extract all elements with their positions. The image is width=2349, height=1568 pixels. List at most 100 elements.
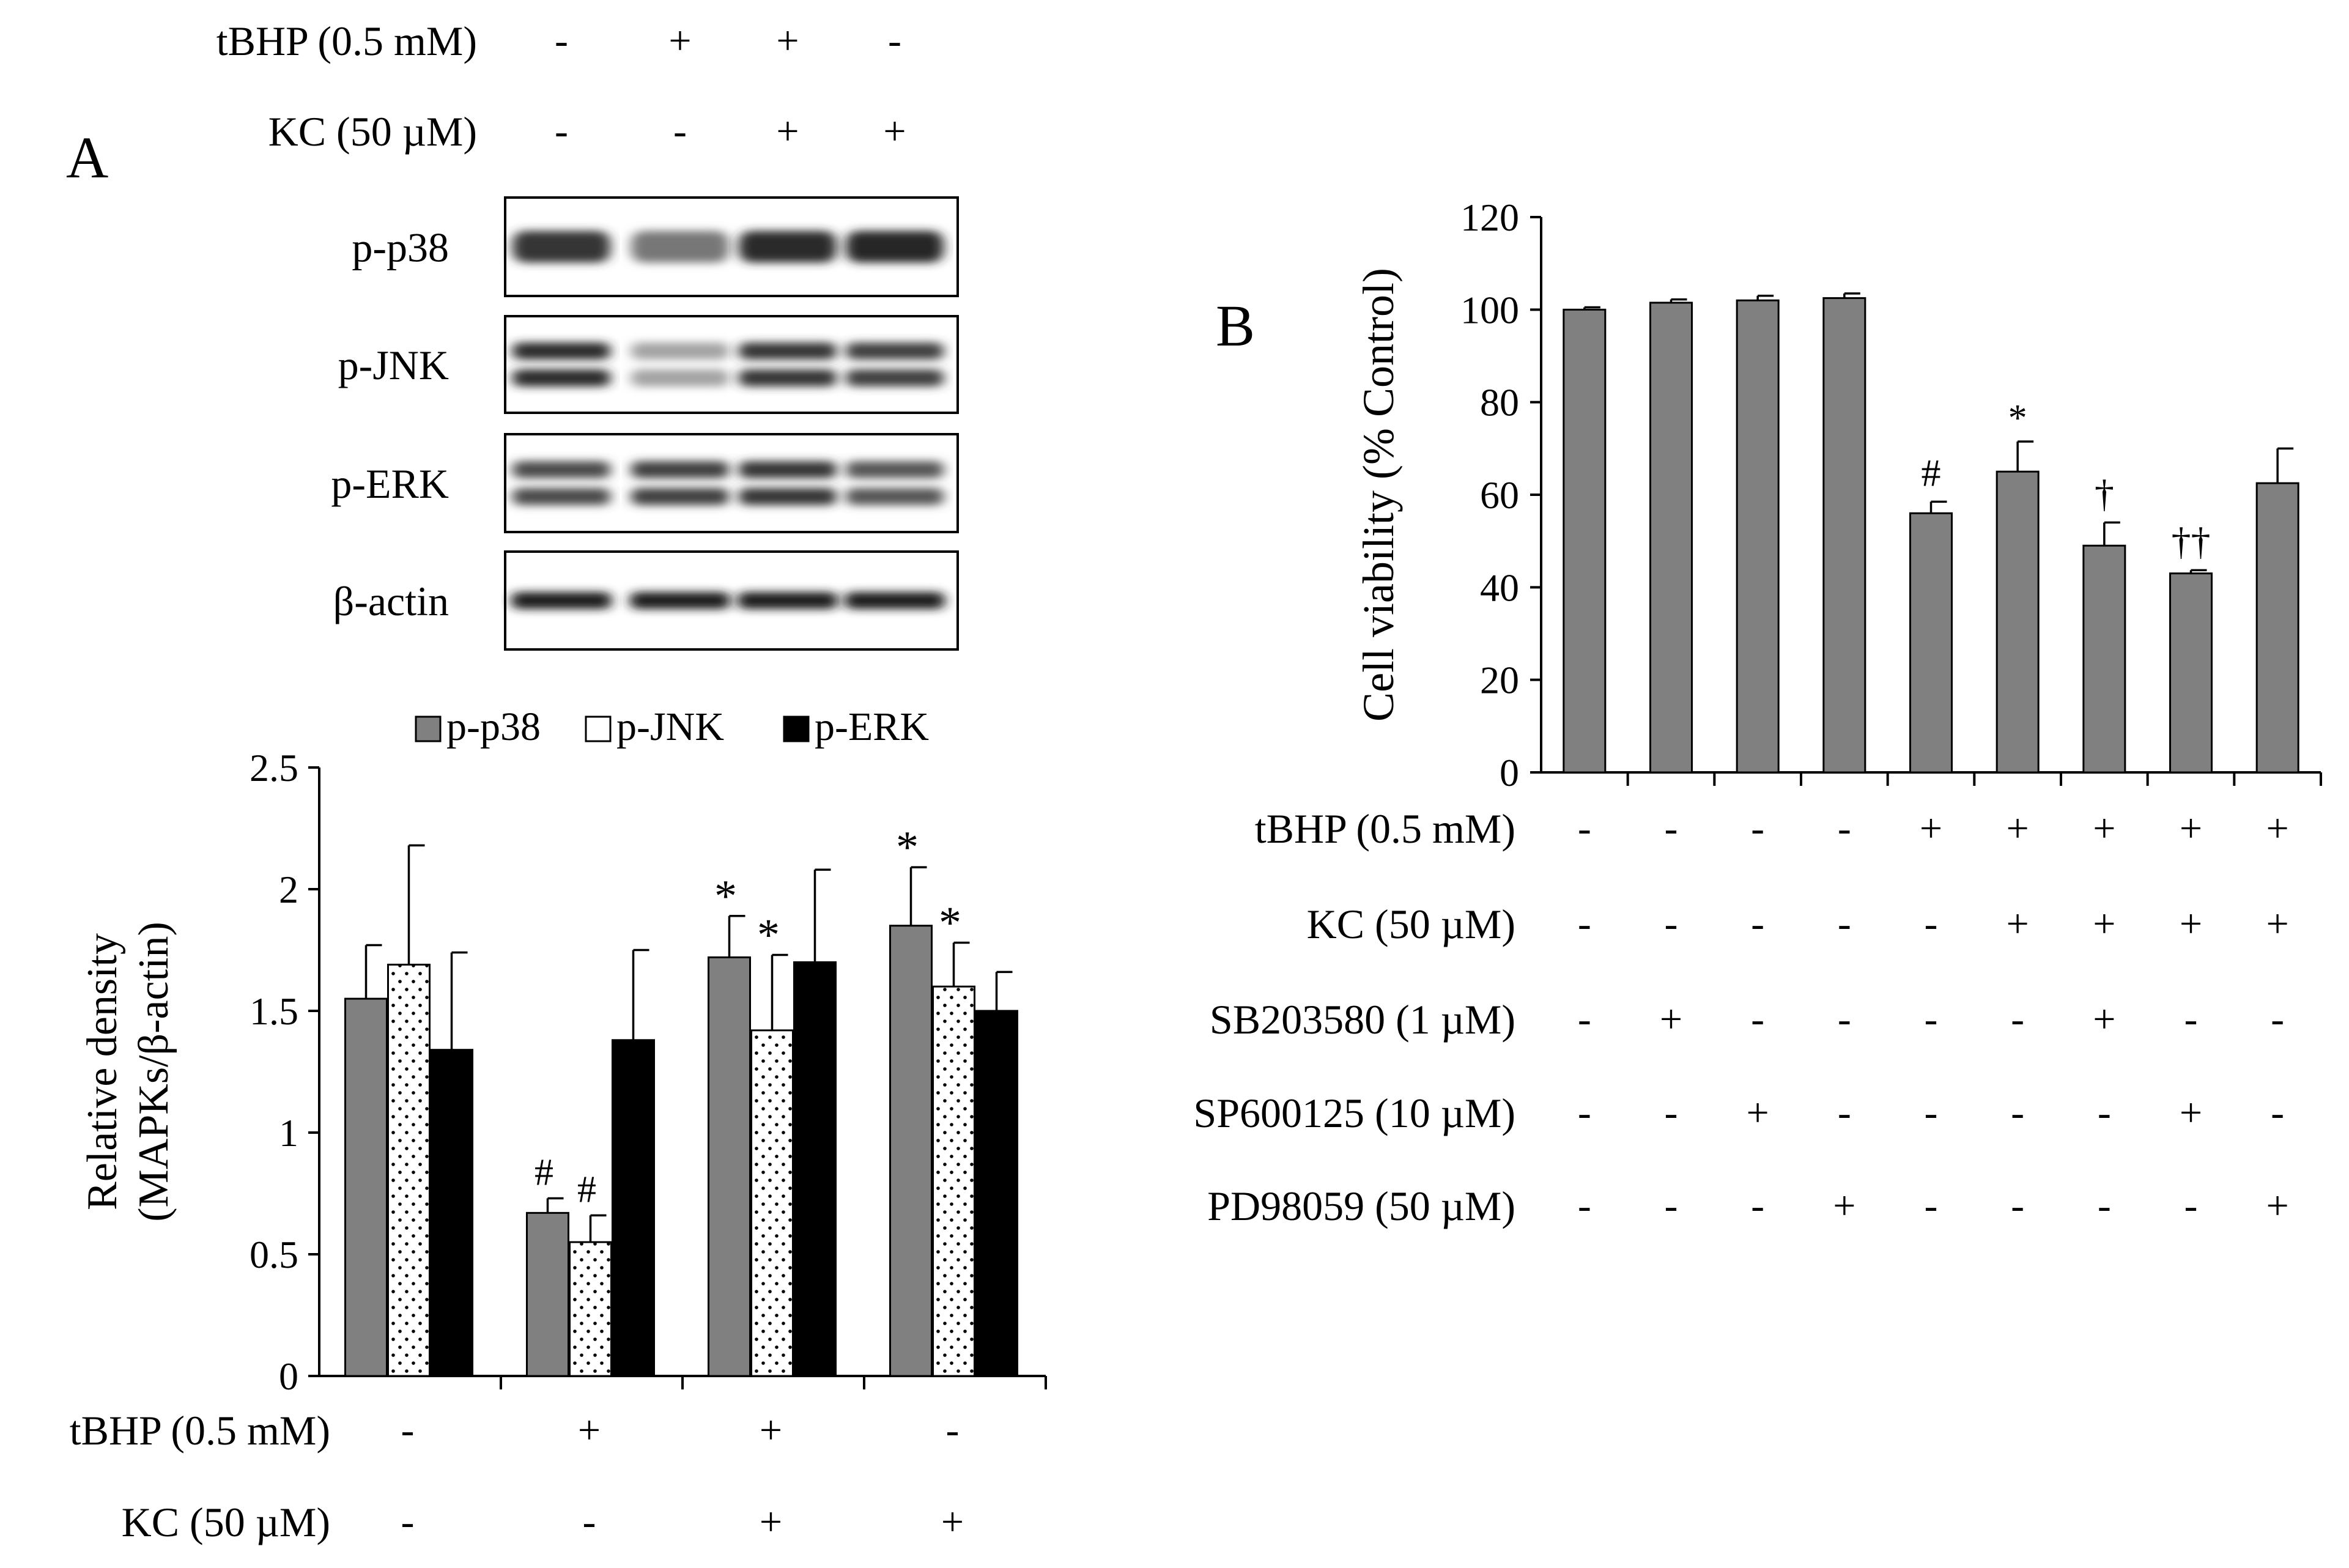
blot-frame <box>504 433 959 533</box>
treatment-sign: + <box>2180 806 2202 851</box>
blot-band <box>512 342 610 360</box>
y-tick-label: 20 <box>1480 659 1519 702</box>
treatment-sign: ‐ <box>1578 806 1591 851</box>
blot-treatment-sign: + <box>668 18 691 63</box>
treatment-sign: + <box>578 1408 601 1452</box>
y-tick-label: 40 <box>1480 566 1519 609</box>
treatment-sign: ‐ <box>1665 901 1678 946</box>
bar <box>1736 299 1780 774</box>
blot-treatment-sign: ‐ <box>555 18 568 63</box>
treatment-sign: ‐ <box>2184 997 2198 1041</box>
bar-p-ERK <box>793 961 837 1377</box>
panel-b-label: B <box>1216 293 1255 358</box>
treatment-label: KC (50 µM) <box>1307 901 1515 947</box>
treatment-sign: + <box>1747 1090 1769 1135</box>
blot-band <box>631 369 729 386</box>
bar-p-ERK <box>612 1039 655 1377</box>
treatment-sign: ‐ <box>1665 1090 1678 1135</box>
treatment-sign: ‐ <box>1838 806 1851 851</box>
bar <box>1563 308 1607 774</box>
treatment-sign: ‐ <box>1751 1183 1764 1228</box>
bar-p-JNK <box>932 985 975 1377</box>
y-tick-label: 0 <box>279 1355 298 1398</box>
bar <box>1649 301 1693 774</box>
blot-band <box>512 461 610 478</box>
treatment-label: tBHP (0.5 mM) <box>70 1407 330 1454</box>
significance-mark: # <box>1922 451 1941 494</box>
blot-band <box>738 592 838 609</box>
treatment-sign: ‐ <box>1751 901 1764 946</box>
blot-band <box>512 369 610 386</box>
treatment-sign: + <box>2180 1090 2202 1135</box>
bar <box>2255 482 2299 774</box>
blot-band <box>512 231 610 263</box>
bar-p-p38 <box>708 956 751 1377</box>
blot-band <box>631 461 729 478</box>
bar <box>1909 512 1953 774</box>
chart-a: 0 0.5 1 1.5 2 2.5 Relative density (MAPKs/β-act… <box>70 704 1047 1545</box>
treatment-sign: ‐ <box>1838 997 1851 1041</box>
blot-band <box>511 592 612 609</box>
bar-p-JNK <box>750 1029 794 1377</box>
bar-p-ERK <box>430 1049 473 1377</box>
y-tick-label: 100 <box>1460 288 1519 331</box>
legend-label: p-JNK <box>616 704 724 749</box>
blot-band <box>739 488 837 505</box>
blot-band <box>630 592 730 609</box>
treatment-sign: ‐ <box>1925 997 1938 1041</box>
y-tick-label: 0 <box>1500 751 1519 794</box>
blot-band <box>631 231 729 263</box>
y-axis-label-line2: (MAPKs/β-actin) <box>130 922 177 1222</box>
blot-treatment-sign: ‐ <box>555 109 568 153</box>
legend-swatch-p-p38 <box>415 716 442 742</box>
treatment-label: tBHP (0.5 mM) <box>1255 805 1515 852</box>
treatment-sign: ‐ <box>2098 1183 2111 1228</box>
treatment-sign: ‐ <box>401 1408 415 1452</box>
treatment-sign: + <box>2007 806 2029 851</box>
y-tick-label: 80 <box>1480 381 1519 424</box>
treatment-sign: + <box>760 1500 782 1544</box>
treatment-sign: ‐ <box>946 1408 960 1452</box>
blot-band <box>846 369 944 386</box>
blot-band-label: p-p38 <box>352 224 449 271</box>
bar-p-p38 <box>344 997 388 1377</box>
treatment-sign: + <box>1660 997 1682 1041</box>
panel-a-label: A <box>66 125 108 190</box>
treatment-sign: ‐ <box>2098 1090 2111 1135</box>
treatment-sign: + <box>1920 806 1942 851</box>
treatment-sign: + <box>2093 901 2115 946</box>
bar-p-JNK <box>569 1241 612 1377</box>
bar <box>2169 572 2213 774</box>
significance-mark: * <box>2008 398 2027 439</box>
treatment-sign: ‐ <box>583 1500 596 1544</box>
treatment-sign: ‐ <box>1578 1090 1591 1135</box>
legend-swatch-p-ERK <box>783 716 810 742</box>
blot-treatment-sign: + <box>776 109 799 153</box>
treatment-sign: ‐ <box>1925 1183 1938 1228</box>
treatment-sign: ‐ <box>1578 901 1591 946</box>
significance-mark: † <box>2095 472 2114 515</box>
treatment-sign: + <box>2007 901 2029 946</box>
y-tick-label: 1.5 <box>250 989 298 1033</box>
significance-mark: †† <box>2172 519 2211 563</box>
treatment-label: SB203580 (1 µM) <box>1210 996 1515 1043</box>
treatment-sign: ‐ <box>2011 997 2024 1041</box>
blot-treatment-label: tBHP (0.5 mM) <box>216 18 477 64</box>
bar <box>2082 544 2126 774</box>
treatment-sign: ‐ <box>1665 1183 1678 1228</box>
treatment-sign: + <box>2266 1183 2289 1228</box>
y-tick-label: 120 <box>1460 196 1519 239</box>
blot-band <box>845 592 945 609</box>
y-tick-label: 60 <box>1480 473 1519 517</box>
treatment-sign: + <box>760 1408 782 1452</box>
bar <box>1822 297 1866 774</box>
treatment-sign: ‐ <box>1925 1090 1938 1135</box>
blot-treatment-sign: ‐ <box>673 109 687 153</box>
significance-mark: # <box>577 1169 596 1210</box>
blot-treatment-sign: ‐ <box>888 18 901 63</box>
blot-band <box>846 461 944 478</box>
treatment-sign: + <box>2180 901 2202 946</box>
y-axis-label: Relative density (MAPKs/β-actin) <box>79 922 177 1222</box>
treatment-label: KC (50 µM) <box>122 1499 330 1545</box>
